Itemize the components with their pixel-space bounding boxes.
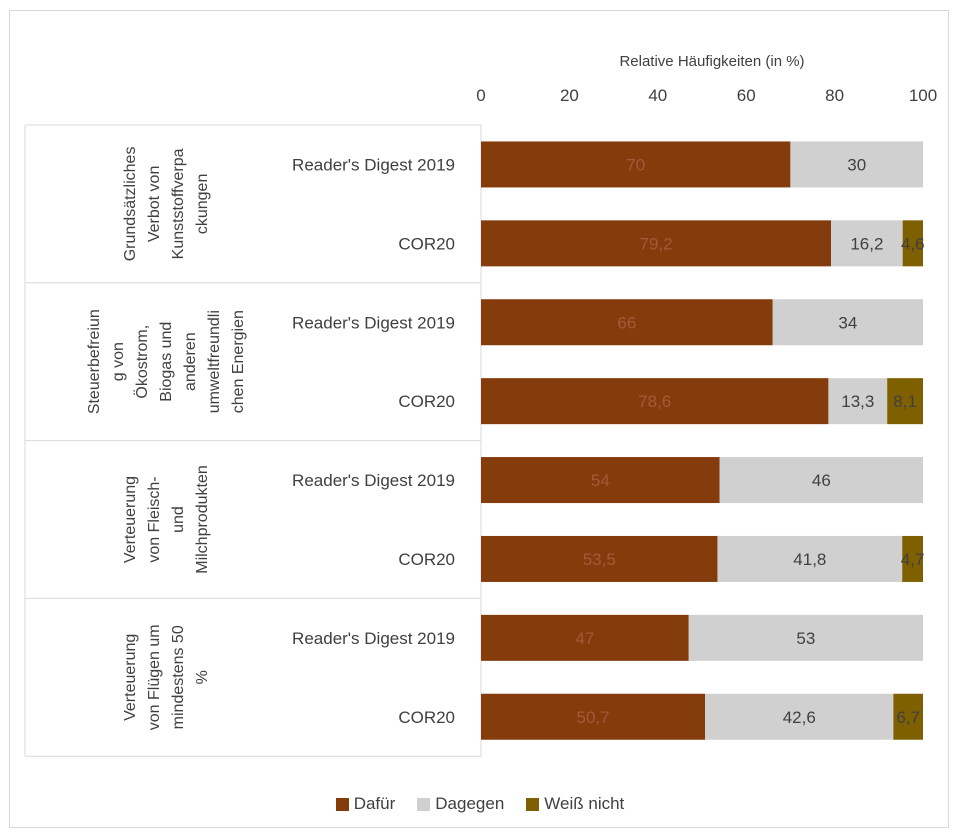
group-label-line: mindestens 50 — [170, 625, 187, 729]
data-label: 34 — [838, 313, 857, 332]
bar-segment — [688, 614, 923, 661]
data-label: 8,1 — [893, 392, 917, 411]
x-tick-label: 0 — [476, 86, 485, 105]
group-label-line: Milchprodukten — [194, 465, 211, 574]
legend-item-dagegen: Dagegen — [417, 794, 504, 814]
data-label: 54 — [591, 471, 610, 490]
group-label-line: % — [194, 670, 211, 684]
data-label: 53 — [796, 629, 815, 648]
bar-segment — [893, 693, 923, 740]
group-label-line: Grundsätzliches — [122, 147, 139, 262]
group-label-line: chen Energien — [230, 310, 247, 413]
data-label: 79,2 — [639, 234, 672, 253]
data-label: 53,5 — [583, 550, 616, 569]
category-label: Reader's Digest 2019 — [292, 155, 455, 174]
bar-segment — [481, 378, 829, 425]
bar-segment — [831, 220, 903, 267]
group-label-line: von Flügen um — [146, 624, 163, 730]
category-label: COR20 — [398, 550, 455, 569]
bar-segment — [705, 693, 894, 740]
group-label-line: Verteuerung — [122, 476, 139, 563]
legend-swatch-weiss-nicht — [526, 797, 540, 811]
bar-segment — [717, 535, 903, 582]
group-label-line: und — [170, 506, 187, 533]
data-label: 47 — [575, 629, 594, 648]
category-label: Reader's Digest 2019 — [292, 313, 455, 332]
data-label: 70 — [626, 155, 645, 174]
data-label: 4,7 — [901, 550, 925, 569]
bar-segment — [902, 220, 923, 267]
data-label: 30 — [847, 155, 866, 174]
data-label: 13,3 — [841, 392, 874, 411]
category-label: COR20 — [398, 392, 455, 411]
x-axis-title: Relative Häufigkeiten (in %) — [619, 53, 804, 70]
category-label: COR20 — [398, 708, 455, 727]
data-label: 66 — [617, 313, 636, 332]
group-label-line: g von — [110, 342, 127, 381]
data-label: 6,7 — [896, 708, 920, 727]
bar-segment — [481, 299, 773, 346]
category-label: COR20 — [398, 234, 455, 253]
bar-segment — [828, 378, 888, 425]
category-label: Reader's Digest 2019 — [292, 629, 455, 648]
bar-segment — [481, 535, 718, 582]
group-label-line: ckungen — [194, 174, 211, 235]
legend-label-dafuer: Dafür — [353, 794, 396, 813]
group-label-line: Steuerbefreiun — [86, 309, 103, 414]
bar-segment — [887, 378, 923, 425]
legend: Dafür Dagegen Weiß nicht — [0, 794, 960, 814]
group-label-line: Verbot von — [146, 166, 163, 243]
group-label-line: von Fleisch- — [146, 476, 163, 562]
legend-item-dafuer: Dafür — [335, 794, 396, 814]
data-label: 16,2 — [850, 234, 883, 253]
legend-label-dagegen: Dagegen — [435, 794, 505, 813]
category-label: Reader's Digest 2019 — [292, 471, 455, 490]
group-label-line: umweltfreundli — [206, 310, 223, 413]
x-tick-label: 60 — [737, 86, 756, 105]
legend-swatch-dafuer — [335, 797, 349, 811]
legend-item-weiss-nicht: Weiß nicht — [526, 794, 624, 814]
x-tick-label: 100 — [909, 86, 937, 105]
group-label-line: Kunststoffverpa — [170, 148, 187, 259]
data-label: 42,6 — [783, 708, 816, 727]
x-tick-label: 80 — [825, 86, 844, 105]
bar-segment — [790, 141, 923, 188]
group-label-line: Biogas und — [158, 322, 175, 402]
group-label-line: anderen — [182, 332, 199, 391]
legend-label-weiss-nicht: Weiß nicht — [544, 794, 625, 813]
legend-swatch-dagegen — [417, 797, 431, 811]
data-label: 46 — [812, 471, 831, 490]
x-tick-label: 40 — [648, 86, 667, 105]
data-label: 50,7 — [577, 708, 610, 727]
bar-segment — [481, 693, 706, 740]
bar-segment — [481, 457, 720, 504]
data-label: 41,8 — [793, 550, 826, 569]
group-label-line: Verteuerung — [122, 634, 139, 721]
data-label: 78,6 — [638, 392, 671, 411]
bar-segment — [902, 535, 923, 582]
bar-segment — [481, 614, 689, 661]
bar-segment — [481, 220, 832, 267]
bar-segment — [481, 141, 791, 188]
bar-segment — [772, 299, 923, 346]
bar-segment — [719, 457, 923, 504]
group-label-line: Ökostrom, — [133, 325, 151, 399]
data-label: 4,6 — [901, 234, 925, 253]
x-tick-label: 20 — [560, 86, 579, 105]
